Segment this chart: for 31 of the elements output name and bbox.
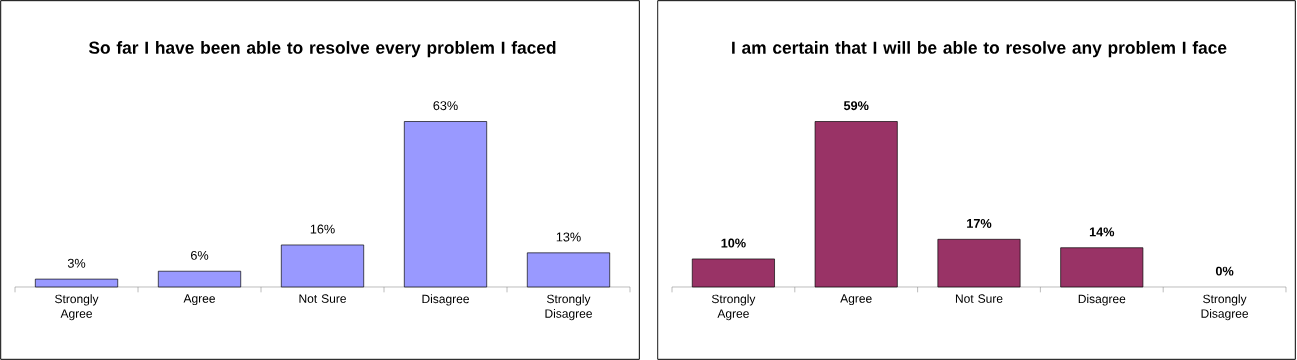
data-label: 3%: [67, 258, 86, 268]
chart-title: So far I have been able to resolve every problem I faced: [88, 41, 556, 58]
bar: [1060, 247, 1144, 288]
x-tick-label: Agree: [840, 294, 872, 306]
data-label: 10%: [721, 238, 746, 248]
data-label: 13%: [556, 232, 581, 242]
bar: [814, 121, 898, 288]
bar: [526, 252, 611, 288]
bar: [691, 258, 775, 288]
bar: [280, 244, 365, 288]
bar: [403, 121, 488, 288]
x-tick-label: Not Sure: [955, 294, 1003, 303]
data-label: 16%: [310, 224, 335, 234]
data-label: 0%: [1215, 266, 1234, 276]
x-tick-label: Strongly Agree: [55, 294, 99, 321]
data-label: 6%: [191, 250, 209, 260]
x-tick-label: Strongly Disagree: [1201, 294, 1249, 321]
x-tick-label: Disagree: [422, 294, 469, 306]
bar: [937, 238, 1021, 288]
bar: [34, 278, 119, 288]
data-label: 63%: [433, 101, 458, 111]
x-tick-label: Strongly Disagree: [545, 294, 592, 321]
data-label: 17%: [967, 219, 992, 228]
bar: [157, 270, 242, 288]
x-tick-label: Not Sure: [299, 294, 346, 303]
chart-title: I am certain that I will be able to resolve any problem I face: [732, 41, 1227, 58]
x-tick-label: Strongly Agree: [711, 294, 756, 321]
data-label: 14%: [1089, 227, 1115, 237]
x-tick-label: Disagree: [1078, 294, 1126, 306]
x-tick-label: Agree: [183, 294, 215, 306]
data-label: 59%: [843, 101, 869, 111]
